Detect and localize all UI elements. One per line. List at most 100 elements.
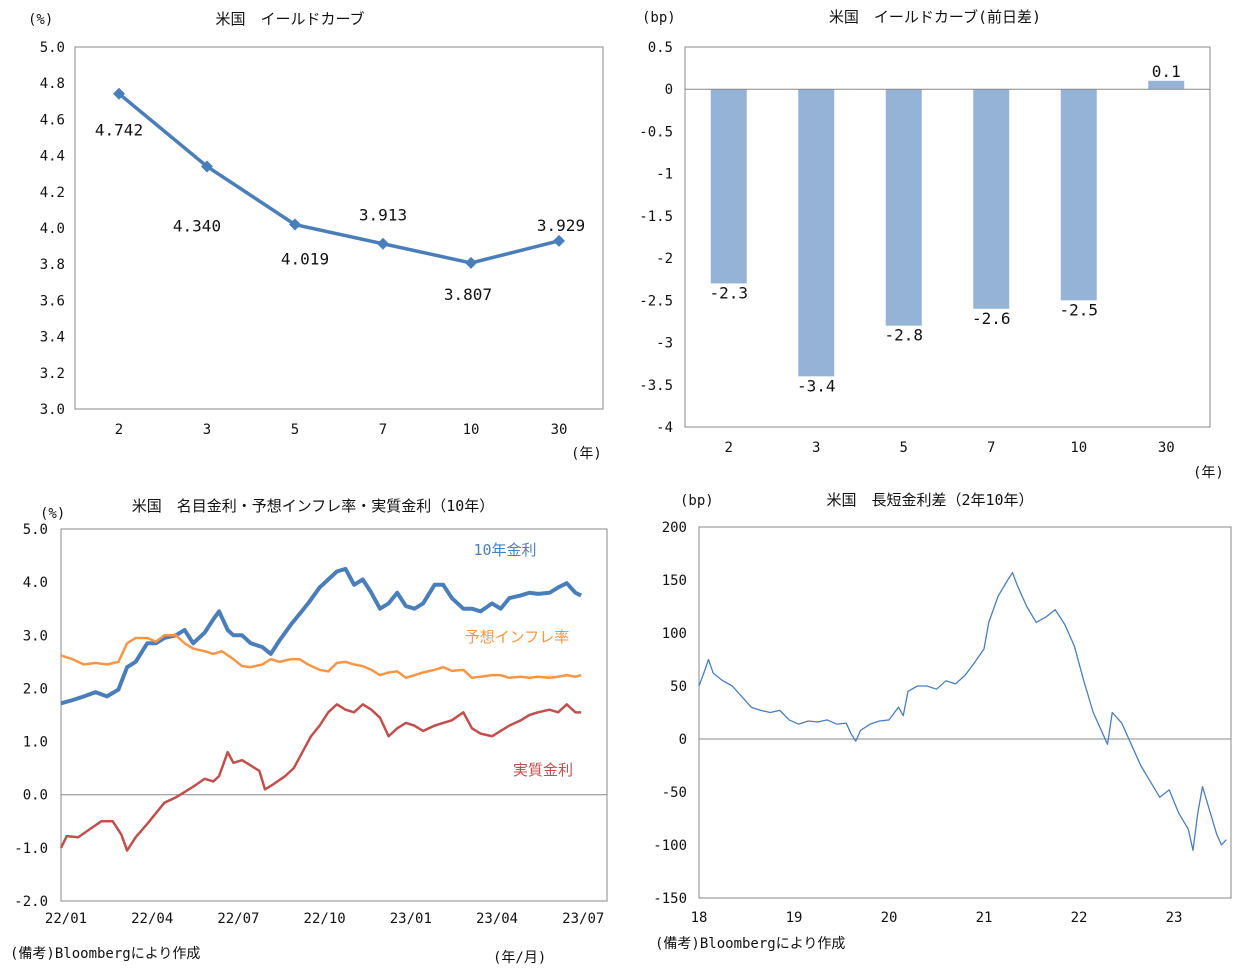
bar (798, 89, 835, 377)
y-tick-label: 3.0 (40, 402, 65, 418)
plot-frame (684, 46, 1211, 428)
y-tick-label: 0 (665, 82, 673, 98)
y-tick-label: -50 (662, 785, 687, 801)
y-tick-label: 3.6 (40, 293, 65, 309)
bar (885, 89, 922, 326)
x-tick-label: 5 (291, 422, 299, 438)
plot-frame (60, 528, 608, 902)
y-tick-label: -2.5 (639, 293, 673, 309)
series-line (60, 634, 582, 680)
data-label: -3.4 (797, 376, 836, 395)
spread-chart: -150 -100 -50 0 50 100 150 200 18 19 20 21 22 23 (bp) 米… (653, 491, 1232, 952)
x-tick-label: 21 (976, 910, 993, 926)
x-tick-label: 22/01 (45, 911, 87, 927)
x-tick-label: 22/04 (131, 911, 173, 927)
y-tick-label: 2.0 (23, 681, 48, 697)
x-tick-label: 22/10 (304, 911, 346, 927)
data-label: -2.3 (709, 283, 748, 302)
y-unit-label: (%) (40, 506, 65, 522)
bar (1060, 89, 1097, 301)
data-point (201, 160, 213, 173)
series-label: 実質金利 (513, 761, 573, 779)
y-tick-label: 3.4 (40, 330, 65, 346)
chart-title: 米国 イールドカーブ (215, 10, 364, 28)
real-rates-chart: -2.0 -1.0 0.0 1.0 2.0 3.0 4.0 5.0 22/01 22/04 22/0… (10, 497, 608, 966)
data-label: 4.340 (173, 216, 221, 235)
y-tick-label: 1.0 (23, 735, 48, 751)
x-unit-label: (年/月) (493, 950, 546, 966)
x-unit-label: (年) (1193, 465, 1224, 481)
series-line (60, 566, 582, 706)
x-tick-label: 19 (786, 910, 803, 926)
x-tick-label: 20 (881, 910, 898, 926)
x-tick-label: 5 (900, 440, 908, 456)
y-unit-label: (%) (28, 12, 53, 28)
y-tick-label: 5.0 (40, 40, 65, 56)
x-tick-label: 10 (1070, 440, 1087, 456)
y-tick-label: 4.4 (40, 149, 65, 165)
y-tick-label: -0.5 (639, 124, 673, 140)
x-tick-label: 2 (725, 440, 733, 456)
x-tick-label: 22/07 (217, 911, 259, 927)
source-note: (備考)Bloombergにより作成 (10, 946, 200, 962)
y-unit-label: (bp) (680, 493, 714, 509)
data-label: 3.807 (444, 285, 492, 304)
chart-title: 米国 イールドカーブ(前日差) (829, 8, 1041, 26)
y-tick-label: 4.6 (40, 112, 65, 128)
x-tick-label: 3 (203, 422, 211, 438)
y-unit-label: (bp) (642, 10, 676, 26)
yield-change-chart: -4 -3.5 -3 -2.5 -2 -1.5 -1 -0.5 0 0.5 2 3 5 7 10 30 -2.3… (639, 8, 1224, 481)
y-tick-label: 0.0 (23, 788, 48, 804)
y-tick-label: -2 (656, 251, 673, 267)
x-tick-label: 30 (1158, 440, 1175, 456)
series-line (59, 703, 582, 852)
data-label: 0.1 (1152, 62, 1181, 81)
chart-title: 米国 名目金利・予想インフレ率・実質金利（10年） (132, 497, 495, 515)
data-label: -2.6 (972, 309, 1011, 328)
x-tick-label: 23/07 (562, 911, 604, 927)
data-point (377, 237, 389, 250)
series-line (698, 571, 1227, 851)
data-label: 4.019 (281, 250, 329, 269)
data-label: 3.913 (359, 206, 407, 225)
y-tick-label: 100 (662, 626, 687, 642)
series-label: 10年金利 (473, 541, 536, 559)
x-tick-label: 3 (812, 440, 820, 456)
plot-frame (698, 526, 1232, 899)
data-label: -2.5 (1059, 300, 1098, 319)
y-tick-label: 50 (670, 679, 687, 695)
data-label: -2.8 (884, 326, 923, 345)
x-tick-label: 23/04 (476, 911, 518, 927)
series-line (117, 92, 560, 265)
x-tick-label: 23/01 (390, 911, 432, 927)
y-tick-label: 3.8 (40, 257, 65, 273)
data-label: 3.929 (537, 216, 585, 235)
y-tick-label: 4.2 (40, 185, 65, 201)
data-point (113, 87, 125, 100)
x-tick-label: 7 (379, 422, 387, 438)
chart-title: 米国 長短金利差（2年10年） (826, 491, 1033, 509)
y-tick-label: 4.8 (40, 76, 65, 92)
plot-frame (74, 46, 604, 410)
y-tick-label: 5.0 (23, 522, 48, 538)
x-tick-label: 2 (115, 422, 123, 438)
data-point (289, 218, 301, 231)
y-tick-label: -3 (656, 336, 673, 352)
data-label: 4.742 (95, 121, 143, 140)
bar (1148, 80, 1185, 90)
source-note: (備考)Bloombergにより作成 (655, 936, 845, 952)
y-tick-label: -1.0 (14, 841, 48, 857)
y-tick-label: 3.0 (23, 628, 48, 644)
x-tick-label: 22 (1071, 910, 1088, 926)
y-tick-label: -1.5 (639, 209, 673, 225)
y-tick-label: -3.5 (639, 378, 673, 394)
y-tick-label: 3.2 (40, 366, 65, 382)
data-point (553, 234, 565, 247)
y-tick-label: -4 (656, 420, 673, 436)
y-tick-label: 0 (679, 732, 687, 748)
y-tick-label: 4.0 (40, 221, 65, 237)
x-tick-label: 30 (551, 422, 568, 438)
y-tick-label: -150 (653, 891, 687, 907)
y-tick-label: 200 (662, 520, 687, 536)
